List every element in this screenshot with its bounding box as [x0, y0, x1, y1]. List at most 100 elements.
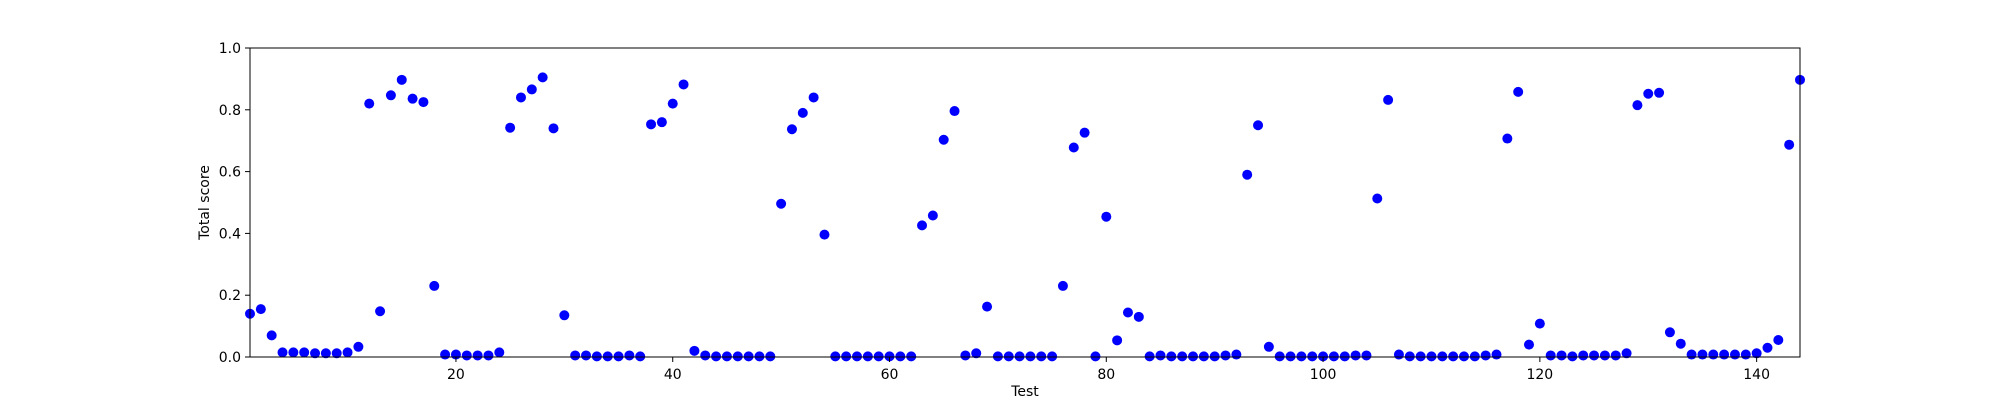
- x-ticks: 20 40 60 80 100 120 140: [447, 357, 1770, 383]
- data-point: [320, 348, 331, 359]
- y-tick-label: 0.6: [219, 165, 241, 181]
- data-point: [375, 306, 386, 317]
- data-point: [1318, 351, 1329, 362]
- data-point: [1350, 350, 1361, 361]
- x-tick-label: 40: [664, 367, 682, 383]
- data-point: [982, 301, 993, 312]
- data-point: [938, 134, 949, 145]
- x-axis-label: Test: [1010, 384, 1039, 400]
- data-point: [1697, 349, 1708, 360]
- data-point: [494, 347, 505, 358]
- data-point: [1729, 349, 1740, 360]
- data-point: [472, 350, 483, 361]
- x-tick-label: 100: [1310, 367, 1337, 383]
- data-point: [1328, 351, 1339, 362]
- data-point: [1122, 307, 1133, 318]
- data-point: [711, 351, 722, 362]
- data-point: [310, 348, 321, 359]
- data-point: [1285, 351, 1296, 362]
- data-point: [960, 350, 971, 361]
- data-point: [1209, 351, 1220, 362]
- data-point: [678, 79, 689, 90]
- data-point: [515, 92, 526, 103]
- data-point: [635, 351, 646, 362]
- data-point: [732, 351, 743, 362]
- data-point: [526, 84, 537, 95]
- data-point: [1719, 349, 1730, 360]
- data-point: [1231, 349, 1242, 360]
- data-point: [656, 117, 667, 128]
- data-point: [786, 124, 797, 135]
- data-point: [1675, 338, 1686, 349]
- data-point: [1654, 87, 1665, 98]
- data-point: [1079, 127, 1090, 138]
- y-tick-label: 0.8: [219, 103, 241, 119]
- data-point: [1578, 350, 1589, 361]
- data-point: [754, 351, 765, 362]
- data-point: [1437, 351, 1448, 362]
- data-point: [689, 345, 700, 356]
- data-point: [646, 119, 657, 130]
- data-point: [385, 90, 396, 101]
- data-point: [548, 123, 559, 134]
- x-tick-label: 20: [447, 367, 465, 383]
- data-point: [895, 351, 906, 362]
- points-layer: [245, 72, 1805, 362]
- data-point: [992, 351, 1003, 362]
- data-point: [1480, 350, 1491, 361]
- data-point: [884, 351, 895, 362]
- data-point: [1458, 351, 1469, 362]
- data-point: [1599, 350, 1610, 361]
- data-point: [461, 350, 472, 361]
- data-point: [559, 310, 570, 321]
- data-point: [299, 347, 310, 358]
- data-point: [1220, 350, 1231, 361]
- data-point: [700, 350, 711, 361]
- data-point: [1198, 351, 1209, 362]
- y-tick-label: 1.0: [219, 41, 241, 57]
- data-point: [624, 350, 635, 361]
- data-point: [1393, 349, 1404, 360]
- data-point: [743, 351, 754, 362]
- data-point: [440, 349, 451, 360]
- data-point: [1025, 351, 1036, 362]
- data-point: [765, 351, 776, 362]
- data-point: [353, 341, 364, 352]
- data-point: [331, 348, 342, 359]
- data-point: [1166, 351, 1177, 362]
- x-tick-label: 80: [1097, 367, 1115, 383]
- data-point: [1762, 342, 1773, 353]
- data-point: [1014, 351, 1025, 362]
- data-point: [1589, 350, 1600, 361]
- y-tick-label: 0.4: [219, 226, 241, 242]
- data-point: [1274, 351, 1285, 362]
- plot-frame: [249, 47, 1801, 358]
- data-point: [851, 351, 862, 362]
- data-point: [1057, 280, 1068, 291]
- data-point: [927, 210, 938, 221]
- data-point: [862, 351, 873, 362]
- data-point: [602, 351, 613, 362]
- data-point: [808, 92, 819, 103]
- data-point: [1610, 350, 1621, 361]
- data-point: [1686, 349, 1697, 360]
- data-point: [1383, 94, 1394, 105]
- data-point: [1242, 169, 1253, 180]
- data-point: [721, 351, 732, 362]
- data-point: [255, 304, 266, 315]
- data-point: [873, 351, 884, 362]
- x-tick-label: 140: [1743, 367, 1770, 383]
- data-point: [1632, 100, 1643, 111]
- data-point: [906, 351, 917, 362]
- data-point: [776, 198, 787, 209]
- data-point: [1068, 142, 1079, 153]
- data-point: [667, 98, 678, 109]
- data-point: [841, 351, 852, 362]
- data-point: [483, 350, 494, 361]
- data-point: [1740, 349, 1751, 360]
- data-point: [342, 347, 353, 358]
- data-point: [917, 220, 928, 231]
- data-point: [949, 106, 960, 117]
